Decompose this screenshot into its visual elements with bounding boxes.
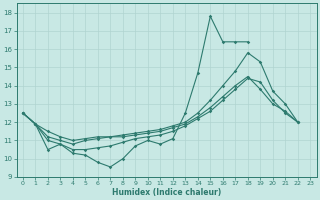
X-axis label: Humidex (Indice chaleur): Humidex (Indice chaleur) bbox=[112, 188, 221, 197]
